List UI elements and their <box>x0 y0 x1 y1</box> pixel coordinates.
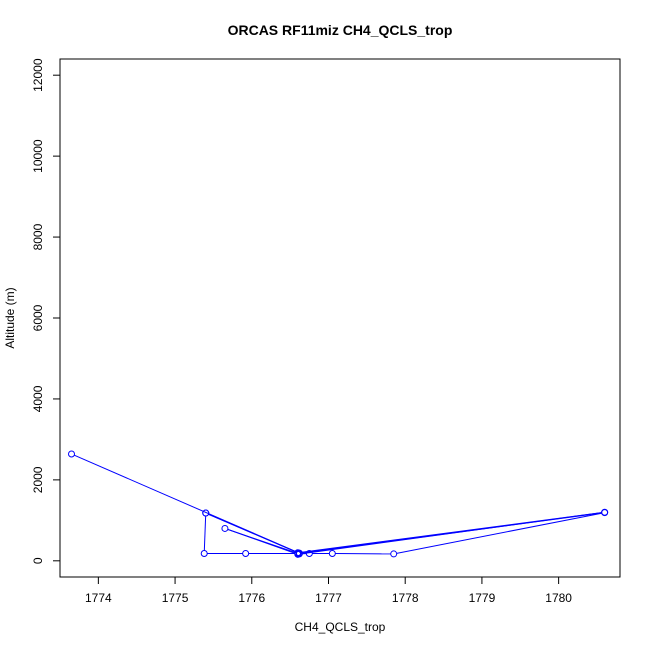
x-tick-label: 1778 <box>392 591 419 605</box>
data-point <box>221 524 229 532</box>
x-tick-label: 1779 <box>469 591 496 605</box>
y-tick-label: 10000 <box>31 139 45 173</box>
y-tick-label: 6000 <box>31 304 45 331</box>
y-tick-label: 4000 <box>31 385 45 412</box>
data-point <box>390 550 398 558</box>
data-point <box>294 550 302 558</box>
data-point <box>202 509 210 517</box>
x-axis-label: CH4_QCLS_trop <box>295 620 386 634</box>
chart-title: ORCAS RF11miz CH4_QCLS_trop <box>228 22 453 38</box>
data-point <box>305 550 313 558</box>
data-point <box>328 550 336 558</box>
series-segment <box>227 528 297 554</box>
x-axis: 1774 1775 1776 1777 1778 1779 1780 <box>85 577 572 605</box>
series-segment <box>396 512 602 554</box>
series-layer <box>68 450 609 558</box>
y-tick-label: 12000 <box>31 58 45 92</box>
x-tick-label: 1777 <box>315 591 342 605</box>
x-tick-label: 1775 <box>162 591 189 605</box>
data-point <box>242 550 250 558</box>
series-segment <box>203 516 207 551</box>
y-axis: 0 2000 4000 6000 8000 10000 12000 <box>31 58 60 564</box>
x-tick-label: 1774 <box>85 591 112 605</box>
x-tick-label: 1780 <box>545 591 572 605</box>
data-point <box>200 550 208 558</box>
y-tick-label: 2000 <box>31 466 45 493</box>
x-tick-label: 1776 <box>238 591 265 605</box>
y-tick-label: 0 <box>31 557 45 564</box>
data-point <box>68 450 76 458</box>
data-point <box>601 509 609 517</box>
series-segment <box>300 512 602 554</box>
series-segment <box>208 513 296 552</box>
y-axis-label: Altitude (m) <box>3 287 17 348</box>
y-tick-label: 8000 <box>31 223 45 250</box>
